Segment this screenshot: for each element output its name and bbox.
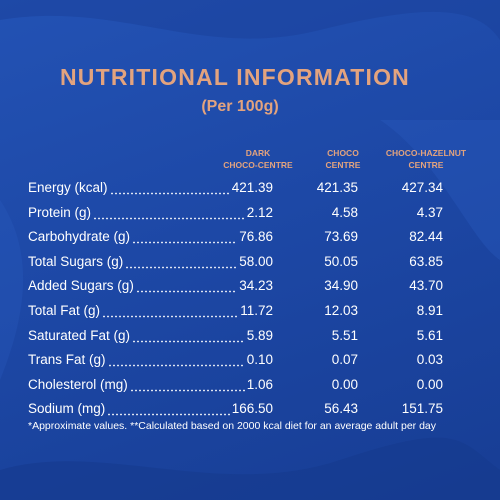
row-left: Total Fat (g) 11.72 bbox=[28, 303, 273, 318]
row-label: Protein (g) bbox=[28, 204, 92, 220]
row-value: 8.91 bbox=[416, 303, 443, 318]
row-value: 421.39 bbox=[231, 180, 273, 195]
table-row: Trans Fat (g) 0.10 0.07 0.03 bbox=[28, 352, 468, 370]
column-header-line: CENTRE bbox=[408, 160, 444, 170]
row-left: Cholesterol (mg) 1.06 bbox=[28, 377, 273, 392]
row-value: 34.23 bbox=[239, 278, 273, 294]
row-value: 58.00 bbox=[239, 253, 273, 269]
row-value: 43.70 bbox=[409, 278, 443, 294]
row-value: 421.35 bbox=[316, 180, 358, 195]
table-row: Saturated Fat (g) 5.89 5.51 5.61 bbox=[28, 328, 468, 346]
dot-leader bbox=[102, 306, 239, 318]
column-header-line: DARK bbox=[245, 148, 271, 158]
row-label: Trans Fat (g) bbox=[28, 352, 106, 368]
row-value: 427.34 bbox=[401, 180, 443, 195]
row-left: Trans Fat (g) 0.10 bbox=[28, 352, 273, 368]
column-header-line: CENTRE bbox=[325, 160, 361, 170]
dot-leader bbox=[132, 330, 245, 343]
row-value: 0.00 bbox=[331, 376, 358, 392]
row-label: Carbohydrate (g) bbox=[28, 229, 131, 245]
dot-leader bbox=[129, 379, 245, 392]
table-row: Cholesterol (mg) 1.06 0.00 0.00 bbox=[28, 377, 468, 395]
row-value: 50.05 bbox=[324, 253, 358, 269]
dot-leader bbox=[109, 183, 230, 195]
row-left: Carbohydrate (g) 76.86 bbox=[28, 229, 273, 245]
column-header: DARK CHOCO-CENTRE bbox=[198, 147, 318, 171]
dot-leader bbox=[125, 256, 238, 269]
row-value: 63.85 bbox=[409, 253, 443, 269]
row-value: 166.50 bbox=[231, 401, 273, 417]
row-value: 34.90 bbox=[324, 278, 358, 294]
column-header-line: CHOCO-CENTRE bbox=[223, 160, 293, 170]
row-label: Total Fat (g) bbox=[28, 303, 101, 318]
subtitle: (Per 100g) bbox=[201, 98, 279, 115]
table-row: Protein (g) 2.12 4.58 4.37 bbox=[28, 205, 468, 223]
column-header-line: CHOCO-HAZELNUT bbox=[385, 148, 467, 158]
column-header: CHOCO CENTRE bbox=[283, 147, 403, 171]
row-value: 1.06 bbox=[246, 376, 273, 392]
row-left: Saturated Fat (g) 5.89 bbox=[28, 328, 273, 343]
table-row: Carbohydrate (g) 76.86 73.69 82.44 bbox=[28, 229, 468, 247]
row-value: 4.58 bbox=[331, 204, 358, 220]
row-value: 0.03 bbox=[416, 352, 443, 368]
row-left: Sodium (mg) 166.50 bbox=[28, 401, 273, 417]
dot-leader bbox=[132, 232, 238, 245]
footnote: *Approximate values. **Calculated based … bbox=[28, 420, 437, 432]
row-label: Saturated Fat (g) bbox=[28, 327, 131, 343]
row-value: 76.86 bbox=[239, 229, 273, 245]
row-value: 0.07 bbox=[331, 352, 358, 368]
table-row: Sodium (mg) 166.50 56.43 151.75 bbox=[28, 401, 468, 419]
dot-leader bbox=[107, 404, 230, 417]
row-value: 73.69 bbox=[324, 229, 358, 245]
row-left: Added Sugars (g) 34.23 bbox=[28, 278, 273, 294]
table-row: Added Sugars (g) 34.23 34.90 43.70 bbox=[28, 278, 468, 296]
row-value: 2.12 bbox=[246, 204, 273, 220]
row-value: 0.10 bbox=[246, 352, 273, 368]
row-value: 56.43 bbox=[324, 401, 358, 417]
row-value: 5.89 bbox=[246, 327, 273, 343]
row-value: 82.44 bbox=[409, 229, 443, 245]
row-left: Total Sugars (g) 58.00 bbox=[28, 254, 273, 269]
row-left: Energy (kcal) 421.39 bbox=[28, 180, 273, 195]
row-label: Energy (kcal) bbox=[28, 180, 108, 195]
row-label: Added Sugars (g) bbox=[28, 278, 134, 294]
row-value: 0.00 bbox=[416, 376, 443, 392]
row-left: Protein (g) 2.12 bbox=[28, 205, 273, 220]
row-value: 5.61 bbox=[416, 327, 443, 343]
row-value: 4.37 bbox=[416, 204, 443, 220]
column-header-line: CHOCO bbox=[327, 148, 359, 158]
table-row: Total Fat (g) 11.72 12.03 8.91 bbox=[28, 303, 468, 321]
row-label: Cholesterol (mg) bbox=[28, 376, 128, 392]
row-label: Sodium (mg) bbox=[28, 401, 106, 417]
row-value: 12.03 bbox=[324, 303, 358, 318]
dot-leader bbox=[107, 355, 245, 368]
column-header: CHOCO-HAZELNUT CENTRE bbox=[366, 147, 486, 171]
row-label: Total Sugars (g) bbox=[28, 253, 124, 269]
row-value: 5.51 bbox=[331, 327, 358, 343]
table-row: Energy (kcal) 421.39 421.35 427.34 bbox=[28, 180, 468, 198]
dot-leader bbox=[135, 281, 238, 294]
table-row: Total Sugars (g) 58.00 50.05 63.85 bbox=[28, 254, 468, 272]
title: NUTRITIONAL INFORMATION bbox=[60, 64, 410, 90]
dot-leader bbox=[93, 207, 245, 220]
row-value: 151.75 bbox=[401, 401, 443, 417]
row-value: 11.72 bbox=[240, 303, 273, 318]
